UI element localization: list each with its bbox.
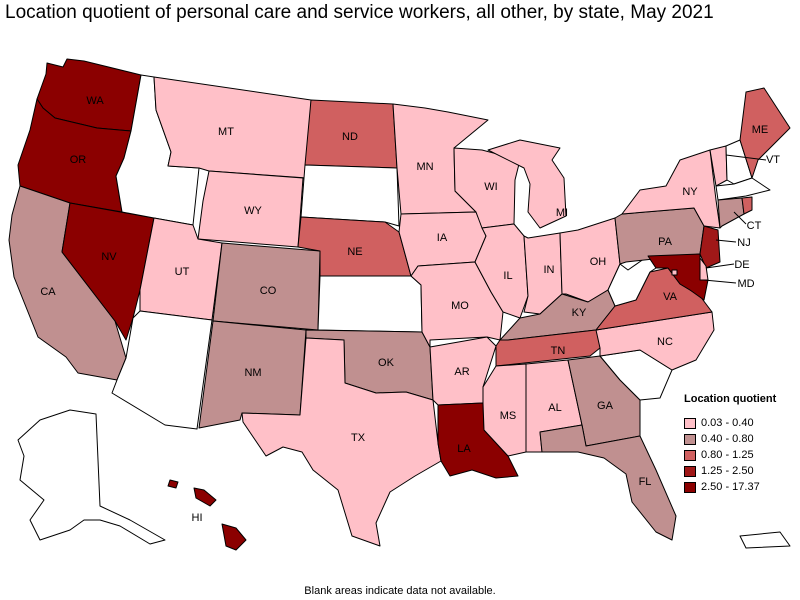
footnote: Blank areas indicate data not available. [304,585,496,597]
label-va: VA [663,291,678,303]
state-az[interactable] [111,310,213,430]
legend: Location quotient 0.03 - 0.40 0.40 - 0.8… [684,393,796,495]
legend-label: 0.80 - 1.25 [701,449,754,461]
label-in: IN [544,264,555,276]
label-wy: WY [244,205,262,217]
label-nj: NJ [737,237,750,249]
state-nc[interactable] [595,311,715,371]
label-al: AL [548,402,561,414]
label-ct: CT [747,220,762,232]
leader-vt [725,154,767,161]
state-labels: WA OR CA NV MT WY UT CO NM ND NE OK TX M… [40,95,780,524]
state-tx[interactable] [241,337,442,547]
legend-swatch [684,433,696,445]
leader-nj [715,239,737,243]
label-ut: UT [175,266,190,278]
label-ky: KY [572,307,587,319]
state-ri[interactable] [741,196,753,215]
legend-item: 0.80 - 1.25 [684,447,796,463]
label-ca: CA [40,286,56,298]
state-sd[interactable] [300,164,400,227]
label-la: LA [457,443,471,455]
label-nc: NC [657,336,673,348]
state-md[interactable] [647,253,709,301]
label-nm: NM [244,367,261,379]
label-pa: PA [658,236,673,248]
label-mt: MT [218,126,234,138]
label-mi: MI [556,207,568,219]
state-wy[interactable] [197,170,304,248]
legend-swatch [684,465,696,477]
label-tn: TN [551,345,566,357]
state-ct[interactable] [717,197,745,229]
label-tx: TX [351,432,366,444]
state-nj[interactable] [699,225,721,269]
state-fl[interactable] [539,424,677,541]
legend-label: 2.50 - 17.37 [701,481,760,493]
label-hi: HI [192,512,203,524]
state-dc[interactable] [671,269,678,276]
label-nv: NV [101,251,117,263]
label-ok: OK [378,357,395,369]
state-hi-kauai[interactable] [167,479,179,489]
label-md: MD [737,278,754,290]
label-ar: AR [454,366,469,378]
legend-swatch [684,481,696,493]
state-il[interactable] [474,223,529,319]
legend-label: 0.40 - 0.80 [701,433,754,445]
leader-de [705,263,735,269]
label-or: OR [70,154,87,166]
label-wa: WA [86,95,104,107]
legend-swatch [684,449,696,461]
legend-label: 0.03 - 0.40 [701,417,754,429]
legend-swatch [684,417,696,429]
label-ny: NY [682,186,698,198]
label-co: CO [260,285,277,297]
legend-item: 0.40 - 0.80 [684,431,796,447]
label-ms: MS [500,410,517,422]
label-ne: NE [347,246,362,258]
label-fl: FL [639,476,652,488]
map-title: Location quotient of personal care and s… [5,2,714,23]
label-mn: MN [416,161,433,173]
states-layer [8,58,791,551]
leader-md [703,279,737,284]
legend-title: Location quotient [684,393,777,405]
legend-item: 0.03 - 0.40 [684,415,796,431]
label-nd: ND [342,131,358,143]
label-il: IL [503,270,512,282]
legend-item: 2.50 - 17.37 [684,479,796,495]
state-mi[interactable] [487,139,567,229]
state-ny[interactable] [621,149,721,229]
leader-ct [733,211,747,225]
label-mo: MO [451,300,469,312]
legend-label: 1.25 - 2.50 [701,465,754,477]
state-hi-islands[interactable] [193,487,217,507]
state-ks[interactable] [317,275,423,333]
label-vt: VT [766,154,780,166]
label-wi: WI [484,181,497,193]
label-ia: IA [437,232,448,244]
label-ga: GA [597,400,614,412]
label-me: ME [752,124,769,136]
label-oh: OH [590,256,607,268]
legend-item: 1.25 - 2.50 [684,463,796,479]
state-ut[interactable] [139,217,223,321]
state-ak[interactable] [17,409,166,545]
state-hi[interactable] [221,523,247,551]
state-pr[interactable] [739,531,791,549]
label-de: DE [734,259,749,271]
